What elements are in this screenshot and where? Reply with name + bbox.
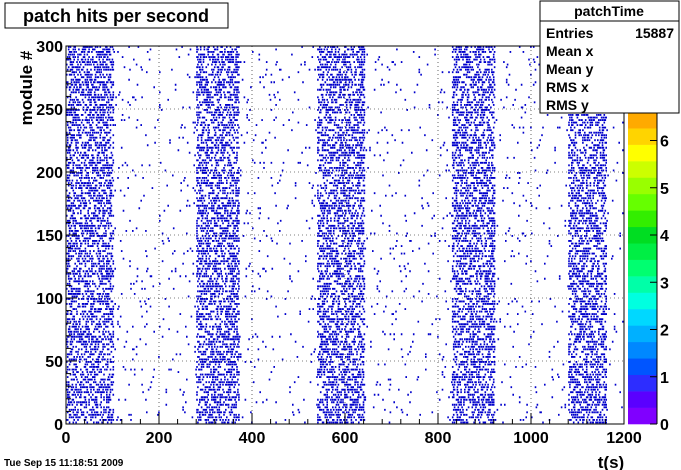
stats-box: patchTime Entries 15887 Mean x Mean y RMS x R… (539, 0, 680, 114)
x-tick-label: 800 (425, 430, 452, 447)
stats-rows: Entries 15887 Mean x Mean y RMS x RMS y (546, 25, 674, 113)
color-scale-label: 6 (660, 134, 669, 151)
color-scale-swatch (628, 210, 657, 228)
color-scale-swatch (628, 161, 657, 178)
color-scale-swatch (628, 193, 657, 211)
color-scale-swatch (628, 391, 657, 408)
stats-row-label: RMS y (546, 97, 589, 113)
color-scale-swatch (628, 341, 657, 359)
color-scale-label: 5 (660, 181, 669, 198)
color-scale-swatch (628, 276, 657, 293)
color-scale-swatch (628, 292, 657, 310)
stats-row-label: RMS x (546, 79, 589, 95)
y-tick-label: 250 (36, 102, 63, 119)
color-scale-swatch (628, 128, 657, 145)
color-scale-label: 1 (660, 370, 669, 387)
color-scale-swatch (628, 111, 657, 129)
x-tick-label: 1000 (513, 430, 549, 447)
hit-markers (66, 46, 624, 424)
data-points (66, 46, 624, 424)
y-tick-label: 0 (54, 417, 63, 434)
stats-row-label: Entries (546, 25, 594, 41)
x-axis-label: t(s) (598, 453, 624, 470)
y-tick-label: 50 (45, 354, 63, 371)
color-scale-swatch (628, 259, 657, 277)
y-axis: 0 50 100 150 200 250 300 (36, 39, 77, 434)
y-tick-label: 100 (36, 291, 63, 308)
color-scale-swatch (628, 308, 657, 326)
color-scale-swatch (628, 407, 657, 425)
x-tick-label: 1200 (606, 430, 642, 447)
y-axis-label: module # (17, 50, 36, 125)
chart-title: patch hits per second (23, 6, 209, 26)
y-tick-label: 300 (36, 39, 63, 56)
color-scale-swatch (628, 177, 657, 195)
color-scale-label: 4 (660, 228, 669, 245)
timestamp: Tue Sep 15 11:18:51 2009 (4, 458, 124, 469)
color-scale-swatch (628, 243, 657, 260)
color-scale-swatch (628, 325, 657, 343)
color-scale-swatch (628, 358, 657, 375)
title-box (4, 2, 229, 29)
stats-box-frame (539, 0, 680, 114)
stats-row-label: Mean x (546, 43, 594, 59)
color-scale-swatch (628, 374, 657, 392)
color-scale-swatch (628, 226, 657, 244)
x-tick-label: 600 (332, 430, 359, 447)
color-scale-swatch (628, 144, 657, 162)
stats-row-value: 15887 (635, 25, 674, 41)
color-scale-label: 2 (660, 323, 669, 340)
y-tick-label: 150 (36, 228, 63, 245)
y-tick-label: 200 (36, 165, 63, 182)
color-scale-label: 0 (660, 417, 669, 434)
x-axis: 0 200 400 600 800 1000 1200 (62, 413, 642, 447)
x-tick-label: 200 (146, 430, 173, 447)
stats-row-label: Mean y (546, 61, 594, 77)
x-tick-label: 0 (62, 430, 71, 447)
grid (66, 46, 624, 424)
stats-title: patchTime (574, 3, 644, 19)
x-tick-label: 400 (239, 430, 266, 447)
color-scale-label: 3 (660, 275, 669, 292)
